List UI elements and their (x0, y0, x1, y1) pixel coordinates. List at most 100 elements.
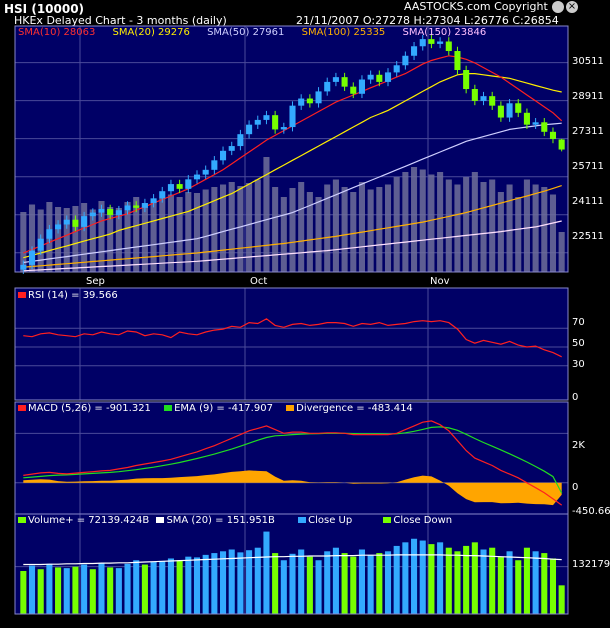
price-volume-bar (63, 208, 70, 272)
volume-bar (72, 566, 79, 614)
volume-bar (298, 549, 305, 614)
candle-body (419, 39, 426, 47)
volume-sma-line (23, 554, 562, 566)
candle-body (289, 105, 296, 128)
price-volume-bar (167, 194, 174, 272)
price-volume-bar (193, 193, 201, 272)
close-down-swatch (383, 517, 392, 523)
price-volume-bar (133, 197, 140, 272)
candle-body (37, 238, 44, 251)
candle-body (89, 212, 96, 217)
ema-swatch (164, 405, 173, 411)
legend-sma10: SMA(10) 28063 (18, 27, 96, 38)
close-up-swatch (298, 517, 307, 523)
volume-bar (63, 568, 70, 614)
price-tick-5: 24111 (572, 196, 604, 207)
rsi-legend: RSI (14) = 39.566 (18, 290, 118, 301)
price-volume-bar (541, 187, 548, 272)
candle-body (306, 98, 313, 104)
volume-bar (332, 547, 339, 614)
volume-bar (46, 563, 53, 614)
candle-body (549, 131, 557, 139)
volume-bar (558, 585, 565, 614)
volume-bar (254, 547, 261, 614)
price-volume-bar (185, 192, 192, 272)
price-volume-bar (289, 188, 296, 272)
volume-bar (376, 553, 383, 614)
candle-body (28, 250, 36, 265)
volume-bar (185, 556, 192, 614)
volume-bar (541, 553, 548, 614)
rsi-tick-0: 0 (572, 392, 579, 403)
price-volume-bar (115, 208, 122, 272)
price-volume-bar (324, 184, 331, 272)
volume-bar (315, 560, 322, 614)
volume-bar (141, 564, 148, 614)
price-tick-6: 22511 (572, 231, 604, 242)
candle-body (167, 184, 174, 192)
candle-body (115, 210, 122, 215)
chart-name: HKEx Delayed Chart - 3 months (daily) (14, 14, 227, 27)
candle-body (393, 65, 400, 73)
price-volume-bar (358, 182, 365, 272)
candle-body (298, 98, 305, 106)
macd-swatch (18, 405, 26, 411)
volume-bar (350, 556, 357, 614)
vol-sma-label: SMA (20) = 151.951B (166, 515, 275, 526)
macd-legend: MACD (5,26) = -901.321 EMA (9) = -417.90… (18, 403, 413, 414)
volume-bar (28, 565, 36, 614)
volume-bar (341, 553, 348, 614)
price-volume-bar (306, 192, 313, 272)
rsi-panel (15, 288, 568, 400)
candle-body (324, 81, 331, 92)
volume-bar (150, 562, 157, 614)
price-volume-bar (428, 174, 435, 272)
price-volume-bar (81, 203, 88, 272)
close-icon[interactable]: × (566, 1, 578, 13)
legend-sma150: SMA(150) 23846 (402, 27, 487, 38)
macd-tick-0: 0 (572, 482, 579, 493)
price-volume-bar (28, 204, 36, 272)
candle-body (402, 55, 409, 66)
volume-bar (20, 571, 27, 614)
sma20-line (23, 72, 562, 259)
volume-bar (306, 556, 313, 614)
volume-swatch (18, 517, 26, 523)
candle-body (20, 264, 27, 270)
price-volume-bar (107, 207, 114, 272)
volume-bar (115, 568, 122, 614)
settings-icon[interactable] (552, 1, 564, 13)
close-up-label: Close Up (308, 515, 353, 526)
x-tick-sep: Sep (86, 276, 105, 287)
candle-body (237, 134, 244, 147)
price-volume-bar (254, 179, 261, 272)
price-panel-border (14, 25, 569, 273)
candle-body (202, 169, 209, 175)
volume-bar (411, 538, 418, 614)
candle-body (367, 74, 374, 80)
price-volume-bar (515, 197, 522, 272)
price-volume-bar (72, 206, 79, 272)
price-volume-bar (315, 197, 322, 272)
rsi-tick-30: 30 (572, 359, 585, 370)
volume-bar (263, 531, 270, 614)
price-volume-bar (159, 198, 166, 272)
divergence-label: Divergence = -483.414 (296, 403, 413, 414)
price-tick-4: 25711 (572, 161, 604, 172)
volume-bar (489, 547, 496, 614)
volume-bar (55, 567, 62, 614)
volume-bar (289, 553, 296, 614)
volume-bar (437, 542, 444, 614)
candle-body (141, 203, 148, 208)
volume-bar (37, 569, 44, 614)
rsi-label: RSI (14) = 39.566 (28, 290, 118, 301)
candle-body (428, 39, 435, 44)
candle-body (46, 229, 53, 239)
volume-legend: Volume+ = 72139.424B SMA (20) = 151.951B… (18, 515, 452, 526)
volume-bar (358, 549, 365, 614)
price-volume-bar (332, 179, 339, 272)
candle-body (150, 198, 157, 204)
price-volume-bar (558, 232, 565, 272)
price-volume-bar (411, 167, 418, 272)
volume-bar (272, 553, 279, 614)
